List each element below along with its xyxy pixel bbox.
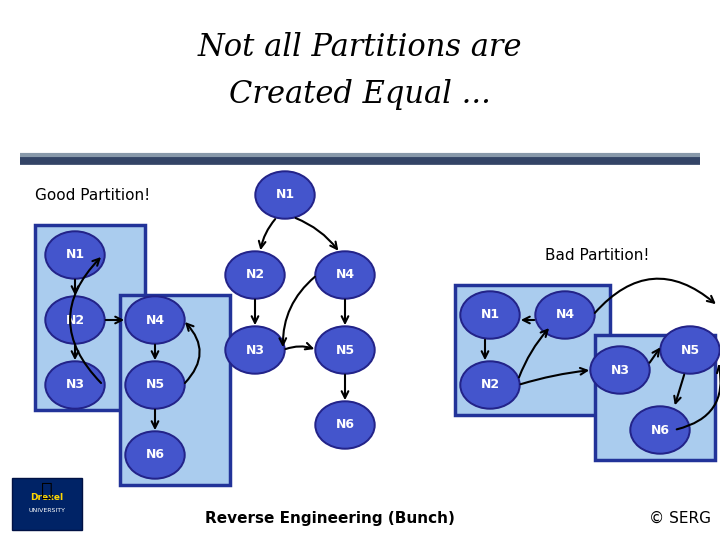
Ellipse shape [47, 233, 103, 277]
Text: N6: N6 [650, 423, 670, 436]
Ellipse shape [460, 361, 520, 409]
Ellipse shape [462, 293, 518, 337]
Ellipse shape [45, 231, 105, 279]
Ellipse shape [317, 253, 373, 297]
Ellipse shape [632, 408, 688, 452]
Ellipse shape [460, 291, 520, 339]
Text: N1: N1 [66, 248, 84, 261]
Text: N2: N2 [66, 314, 84, 327]
Ellipse shape [125, 296, 185, 344]
Text: N5: N5 [680, 343, 700, 356]
Ellipse shape [125, 431, 185, 479]
Text: N3: N3 [611, 363, 629, 376]
Ellipse shape [592, 348, 648, 392]
Ellipse shape [227, 328, 283, 372]
Bar [120, 295, 230, 485]
Ellipse shape [47, 363, 103, 407]
Ellipse shape [127, 433, 183, 477]
Ellipse shape [630, 406, 690, 454]
Ellipse shape [257, 173, 313, 217]
Text: N2: N2 [480, 379, 500, 392]
Text: N5: N5 [336, 343, 354, 356]
Bar [455, 285, 610, 415]
Ellipse shape [225, 251, 285, 299]
Ellipse shape [660, 326, 720, 374]
Ellipse shape [47, 298, 103, 342]
Ellipse shape [127, 298, 183, 342]
Text: Bad Partition!: Bad Partition! [545, 247, 649, 262]
Bar [595, 335, 715, 460]
Ellipse shape [227, 253, 283, 297]
Bar [35, 225, 145, 410]
Ellipse shape [255, 171, 315, 219]
Text: 🐉: 🐉 [41, 481, 53, 500]
Ellipse shape [590, 346, 650, 394]
Ellipse shape [537, 293, 593, 337]
Text: Created Equal ...: Created Equal ... [229, 79, 491, 111]
Ellipse shape [45, 361, 105, 409]
Text: N6: N6 [145, 449, 164, 462]
Ellipse shape [225, 326, 285, 374]
Text: N6: N6 [336, 418, 354, 431]
Ellipse shape [535, 291, 595, 339]
Text: Drexel: Drexel [30, 494, 63, 503]
Text: UNIVERSITY: UNIVERSITY [29, 508, 66, 512]
Text: N5: N5 [145, 379, 165, 392]
Text: N1: N1 [480, 308, 500, 321]
Bar [12, 478, 82, 530]
Ellipse shape [315, 326, 375, 374]
Ellipse shape [315, 401, 375, 449]
Text: Reverse Engineering (Bunch): Reverse Engineering (Bunch) [205, 510, 455, 525]
Ellipse shape [317, 328, 373, 372]
Text: N2: N2 [246, 268, 264, 281]
Text: N1: N1 [276, 188, 294, 201]
Ellipse shape [662, 328, 718, 372]
Text: N3: N3 [66, 379, 84, 392]
Text: N4: N4 [145, 314, 165, 327]
Ellipse shape [315, 251, 375, 299]
Ellipse shape [462, 363, 518, 407]
Ellipse shape [125, 361, 185, 409]
Ellipse shape [127, 363, 183, 407]
Text: N4: N4 [336, 268, 354, 281]
Text: Not all Partitions are: Not all Partitions are [198, 32, 522, 64]
Ellipse shape [317, 403, 373, 447]
Text: Good Partition!: Good Partition! [35, 187, 150, 202]
Ellipse shape [45, 296, 105, 344]
Text: © SERG: © SERG [649, 510, 711, 525]
Text: N4: N4 [555, 308, 575, 321]
Text: N3: N3 [246, 343, 264, 356]
